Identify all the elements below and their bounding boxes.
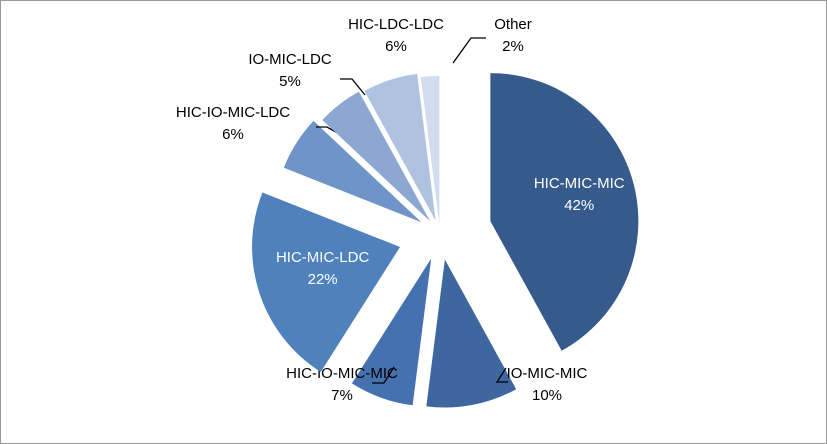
- pie-slice-io-mic-mic: [426, 259, 517, 408]
- slice-name: IO-MIC-LDC: [248, 51, 331, 68]
- slice-percent: 22%: [308, 271, 338, 288]
- slice-percent: 7%: [331, 387, 353, 404]
- slice-label-hic-io-mic-ldc: HIC-IO-MIC-LDC 6%: [176, 104, 290, 143]
- pie-slice-hic-mic-ldc: [252, 192, 401, 372]
- slice-percent: 10%: [532, 387, 562, 404]
- slice-name: HIC-MIC-MIC: [534, 175, 625, 192]
- slice-label-hic-mic-mic: HIC-MIC-MIC 42%: [534, 175, 625, 214]
- pie-slice-hic-mic-mic: [490, 73, 639, 351]
- slice-percent: 5%: [279, 73, 301, 90]
- slice-name: HIC-IO-MIC-LDC: [176, 104, 290, 121]
- slice-label-io-mic-mic: IO-MIC-MIC 10%: [507, 365, 588, 404]
- pie-slice-hic-io-mic-ldc: [283, 120, 422, 223]
- pie-slice-io-mic-ldc: [322, 91, 431, 222]
- leader-line: [340, 78, 366, 96]
- leader-line: [495, 367, 508, 383]
- slice-percent: 42%: [564, 197, 594, 214]
- slice-name: HIC-MIC-LDC: [276, 249, 369, 266]
- leader-line: [372, 366, 395, 384]
- pie-slice-hic-io-mic-mic: [351, 258, 432, 406]
- leader-line: [452, 37, 486, 64]
- slice-percent: 6%: [222, 126, 244, 143]
- slice-label-other: Other 2%: [494, 16, 532, 55]
- pie-slice-hic-ldc-ldc: [364, 73, 436, 221]
- slice-name: Other: [494, 16, 532, 33]
- slice-percent: 2%: [502, 38, 524, 55]
- slice-label-hic-ldc-ldc: HIC-LDC-LDC 6%: [348, 16, 444, 55]
- slice-label-hic-mic-ldc: HIC-MIC-LDC 22%: [276, 249, 369, 288]
- slice-name: HIC-LDC-LDC: [348, 16, 444, 33]
- slice-label-io-mic-ldc: IO-MIC-LDC 5%: [248, 51, 331, 90]
- slice-name: HIC-IO-MIC-MIC: [286, 365, 398, 382]
- slice-percent: 6%: [385, 38, 407, 55]
- slice-name: IO-MIC-MIC: [507, 365, 588, 382]
- slice-label-hic-io-mic-mic: HIC-IO-MIC-MIC 7%: [286, 365, 398, 404]
- pie-slice-other: [420, 76, 440, 225]
